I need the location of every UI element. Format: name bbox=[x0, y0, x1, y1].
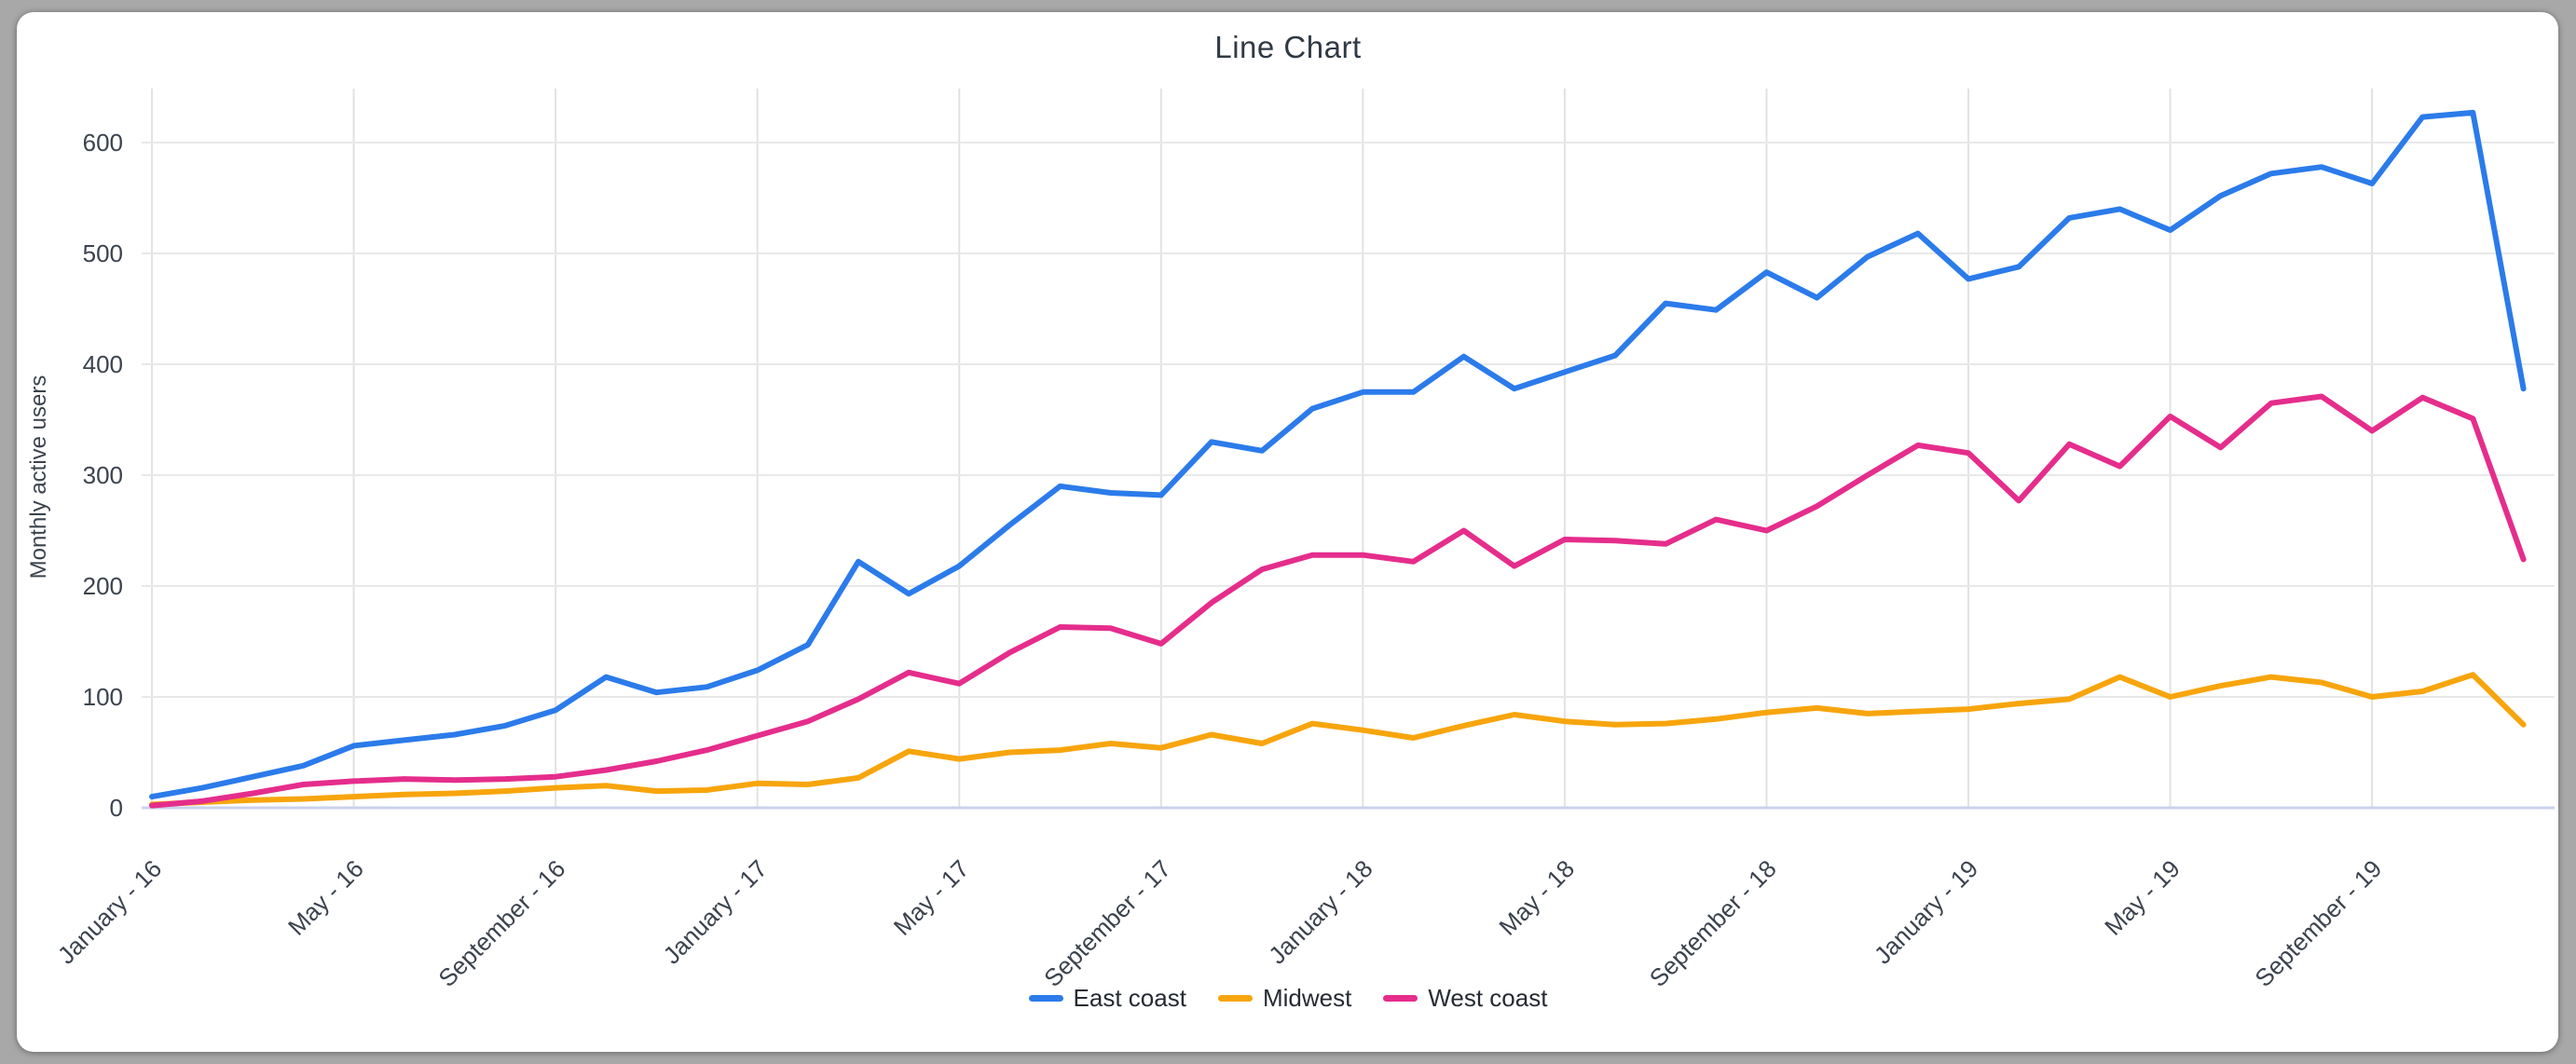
series-line-midwest[interactable] bbox=[149, 672, 2527, 808]
west-coast-line-swatch bbox=[1383, 995, 1418, 1002]
x-axis-tick-label: May - 16 bbox=[282, 854, 369, 941]
y-axis-tick-label: 200 bbox=[83, 572, 123, 600]
chart-title: Line Chart bbox=[1214, 30, 1362, 64]
x-axis-tick-label: January - 17 bbox=[658, 854, 773, 969]
legend-label: Midwest bbox=[1262, 984, 1352, 1012]
x-axis-tick-label: September - 16 bbox=[432, 854, 570, 992]
x-axis-tick-label: January - 16 bbox=[52, 854, 167, 969]
x-axis-tick-label: May - 18 bbox=[1493, 854, 1580, 941]
y-axis-tick-label: 100 bbox=[83, 683, 123, 711]
y-axis-tick-label: 600 bbox=[83, 129, 123, 157]
y-axis-title: Monthly active users bbox=[26, 375, 51, 580]
y-axis-tick-label: 300 bbox=[83, 461, 123, 489]
chart-legend: East coast Midwest West coast bbox=[0, 984, 2576, 1013]
midwest-line-swatch bbox=[1217, 995, 1253, 1002]
legend-item-midwest[interactable]: Midwest bbox=[1217, 984, 1352, 1013]
y-axis-tick-label: 400 bbox=[83, 350, 123, 378]
legend-item-east-coast[interactable]: East coast bbox=[1028, 984, 1186, 1013]
x-axis-tick-label: September - 17 bbox=[1038, 854, 1176, 992]
legend-item-west-coast[interactable]: West coast bbox=[1383, 984, 1547, 1013]
x-axis-tick-label: May - 17 bbox=[888, 854, 975, 941]
x-axis-tick-label: January - 18 bbox=[1263, 854, 1377, 969]
x-axis-tick-label: May - 19 bbox=[2099, 854, 2185, 941]
legend-label: East coast bbox=[1073, 984, 1186, 1012]
x-axis-tick-label: September - 19 bbox=[2249, 854, 2387, 992]
series-line-east-coast[interactable] bbox=[149, 109, 2527, 800]
chart-card bbox=[17, 12, 2558, 1052]
x-axis-tick-label: September - 18 bbox=[1644, 854, 1782, 992]
x-axis-tick-label: January - 19 bbox=[1869, 854, 1983, 969]
y-axis-tick-label: 500 bbox=[83, 239, 123, 267]
y-axis-tick-label: 0 bbox=[110, 794, 123, 822]
east-coast-line-swatch bbox=[1028, 995, 1063, 1002]
legend-label: West coast bbox=[1428, 984, 1548, 1012]
series-line-west-coast[interactable] bbox=[149, 393, 2527, 809]
